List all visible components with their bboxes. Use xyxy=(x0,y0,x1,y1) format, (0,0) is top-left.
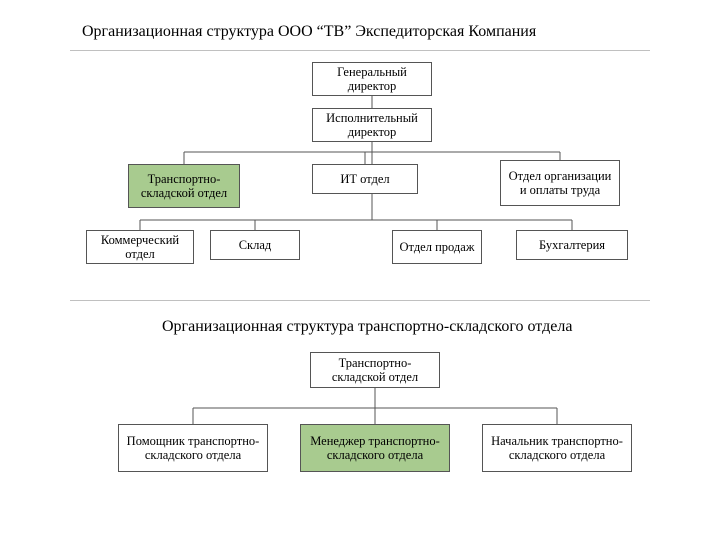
node-it-dept: ИТ отдел xyxy=(312,164,418,194)
node-tw-manager: Менеджер транспортно-складского отдела xyxy=(300,424,450,472)
node-label: Склад xyxy=(239,238,272,252)
divider-mid xyxy=(70,300,650,301)
node-sales-dept: Отдел продаж xyxy=(392,230,482,264)
node-label: Коммерческий отдел xyxy=(91,233,189,262)
node-accounting: Бухгалтерия xyxy=(516,230,628,260)
node-label: Отдел продаж xyxy=(400,240,475,254)
node-tw-root: Транспортно-складской отдел xyxy=(310,352,440,388)
node-label: Начальник транспортно-складского отдела xyxy=(487,434,627,463)
node-label: Исполнительный директор xyxy=(317,111,427,140)
node-label: ИТ отдел xyxy=(340,172,389,186)
node-labor-org-dept: Отдел организации и оплаты труда xyxy=(500,160,620,206)
node-transport-warehouse: Транспортно-складской отдел xyxy=(128,164,240,208)
node-label: Отдел организации и оплаты труда xyxy=(505,169,615,198)
node-label: Помощник транспортно-складского отдела xyxy=(123,434,263,463)
node-label: Транспортно-складской отдел xyxy=(315,356,435,385)
node-warehouse: Склад xyxy=(210,230,300,260)
divider-top xyxy=(70,50,650,51)
node-label: Транспортно-складской отдел xyxy=(133,172,235,201)
sub-title: Организационная структура транспортно-ск… xyxy=(162,318,572,336)
node-general-director: Генеральный директор xyxy=(312,62,432,96)
node-executive-director: Исполнительный директор xyxy=(312,108,432,142)
node-tw-head: Начальник транспортно-складского отдела xyxy=(482,424,632,472)
node-label: Бухгалтерия xyxy=(539,238,605,252)
node-commercial-dept: Коммерческий отдел xyxy=(86,230,194,264)
node-label: Генеральный директор xyxy=(317,65,427,94)
main-title: Организационная структура ООО “ТВ” Экспе… xyxy=(82,23,536,41)
node-tw-assistant: Помощник транспортно-складского отдела xyxy=(118,424,268,472)
node-label: Менеджер транспортно-складского отдела xyxy=(305,434,445,463)
